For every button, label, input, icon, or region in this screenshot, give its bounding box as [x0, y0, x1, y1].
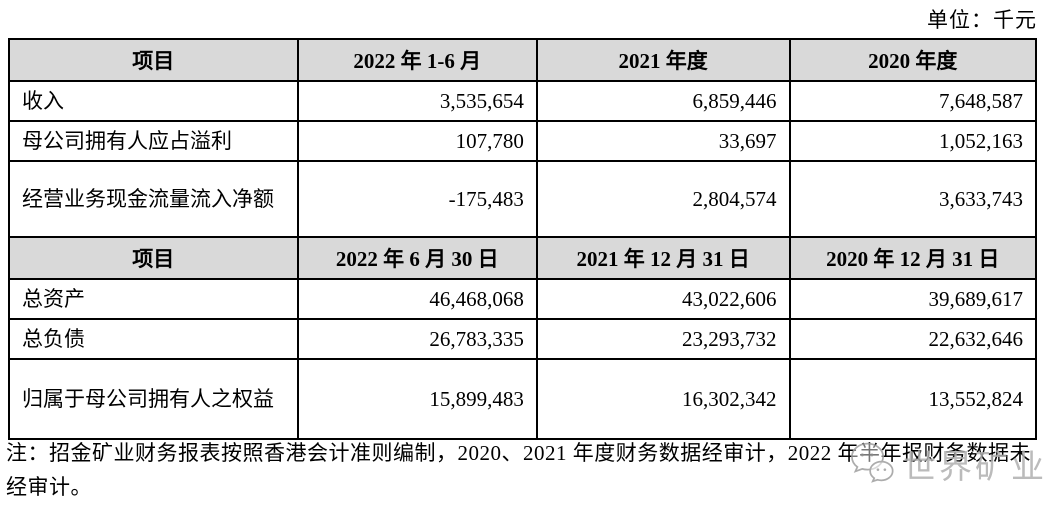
income-header-row: 项目 2022 年 1-6 月 2021 年度 2020 年度	[8, 38, 1037, 82]
value-cell: 43,022,606	[535, 278, 791, 320]
value-cell: 6,859,446	[535, 80, 791, 122]
table-row-equity: 归属于母公司拥有人之权益 15,899,483 16,302,342 13,55…	[8, 358, 1037, 440]
value-cell: 7,648,587	[788, 80, 1037, 122]
value-cell: 22,632,646	[788, 318, 1037, 360]
value-cell: 1,052,163	[788, 120, 1037, 162]
income-header-2021: 2021 年度	[535, 38, 791, 82]
table-row-total-assets: 总资产 46,468,068 43,022,606 39,689,617	[8, 278, 1037, 320]
value-cell: 46,468,068	[296, 278, 538, 320]
balance-header-2020: 2020 年 12 月 31 日	[788, 236, 1037, 280]
table-row-cashflow: 经营业务现金流量流入净额 -175,483 2,804,574 3,633,74…	[8, 160, 1037, 238]
value-cell: 16,302,342	[535, 358, 791, 440]
table-row-revenue: 收入 3,535,654 6,859,446 7,648,587	[8, 80, 1037, 122]
value-cell: 3,535,654	[296, 80, 538, 122]
balance-header-item: 项目	[8, 236, 299, 280]
table-row-profit: 母公司拥有人应占溢利 107,780 33,697 1,052,163	[8, 120, 1037, 162]
value-cell: 15,899,483	[296, 358, 538, 440]
balance-header-2021: 2021 年 12 月 31 日	[535, 236, 791, 280]
income-header-2022h1: 2022 年 1-6 月	[296, 38, 538, 82]
row-label: 经营业务现金流量流入净额	[8, 160, 299, 238]
value-cell: 107,780	[296, 120, 538, 162]
value-cell: 39,689,617	[788, 278, 1037, 320]
value-cell: -175,483	[296, 160, 538, 238]
row-label: 母公司拥有人应占溢利	[8, 120, 299, 162]
balance-header-row: 项目 2022 年 6 月 30 日 2021 年 12 月 31 日 2020…	[8, 236, 1037, 280]
value-cell: 13,552,824	[788, 358, 1037, 440]
row-label: 总资产	[8, 278, 299, 320]
value-cell: 26,783,335	[296, 318, 538, 360]
income-header-item: 项目	[8, 38, 299, 82]
value-cell: 3,633,743	[788, 160, 1037, 238]
footnote: 注：招金矿业财务报表按照香港会计准则编制，2020、2021 年度财务数据经审计…	[6, 441, 1031, 499]
financial-summary-table: 项目 2022 年 1-6 月 2021 年度 2020 年度 收入 3,535…	[8, 38, 1037, 440]
row-label: 收入	[8, 80, 299, 122]
row-label: 归属于母公司拥有人之权益	[8, 358, 299, 440]
value-cell: 33,697	[535, 120, 791, 162]
balance-header-2022: 2022 年 6 月 30 日	[296, 236, 538, 280]
row-label: 总负债	[8, 318, 299, 360]
value-cell: 2,804,574	[535, 160, 791, 238]
table-row-total-liabilities: 总负债 26,783,335 23,293,732 22,632,646	[8, 318, 1037, 360]
unit-label: 单位：千元	[927, 8, 1037, 32]
income-header-2020: 2020 年度	[788, 38, 1037, 82]
value-cell: 23,293,732	[535, 318, 791, 360]
